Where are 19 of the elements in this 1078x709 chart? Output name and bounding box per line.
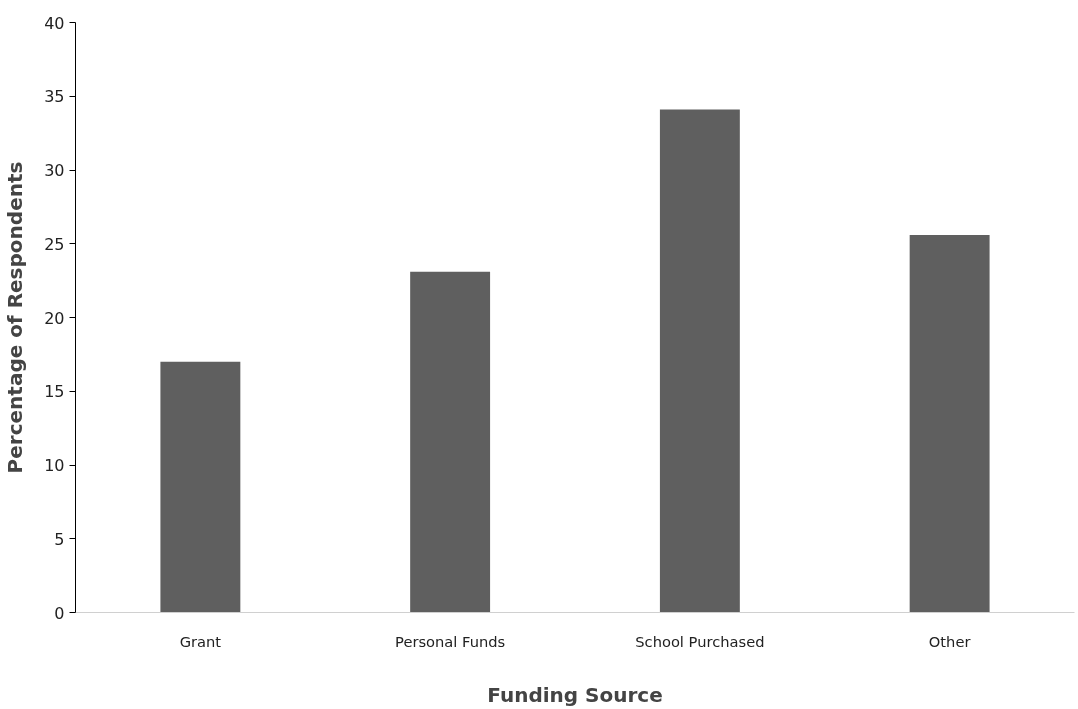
bar: [410, 271, 491, 613]
y-tick-label: 25: [44, 234, 65, 254]
y-tick-label: 40: [44, 13, 65, 33]
x-tick-label: School Purchased: [635, 632, 765, 650]
y-tick-label: 20: [44, 308, 65, 328]
bar: [659, 109, 740, 613]
y-tick-label: 10: [44, 456, 65, 475]
x-axis-title: Funding Source: [487, 682, 663, 707]
y-tick-label: 5: [54, 529, 65, 549]
y-tick-label: 0: [54, 603, 65, 623]
y-tick-label: 30: [44, 161, 65, 180]
y-axis-title: Percentage of Respondents: [3, 161, 28, 474]
x-tick-label: Other: [928, 632, 972, 650]
bar: [160, 361, 241, 613]
y-tick-label: 15: [44, 382, 65, 402]
y-tick-label: 35: [44, 87, 65, 107]
bar: [909, 234, 990, 613]
x-tick-label: Personal Funds: [395, 632, 506, 650]
x-tick-label: Grant: [179, 632, 222, 650]
